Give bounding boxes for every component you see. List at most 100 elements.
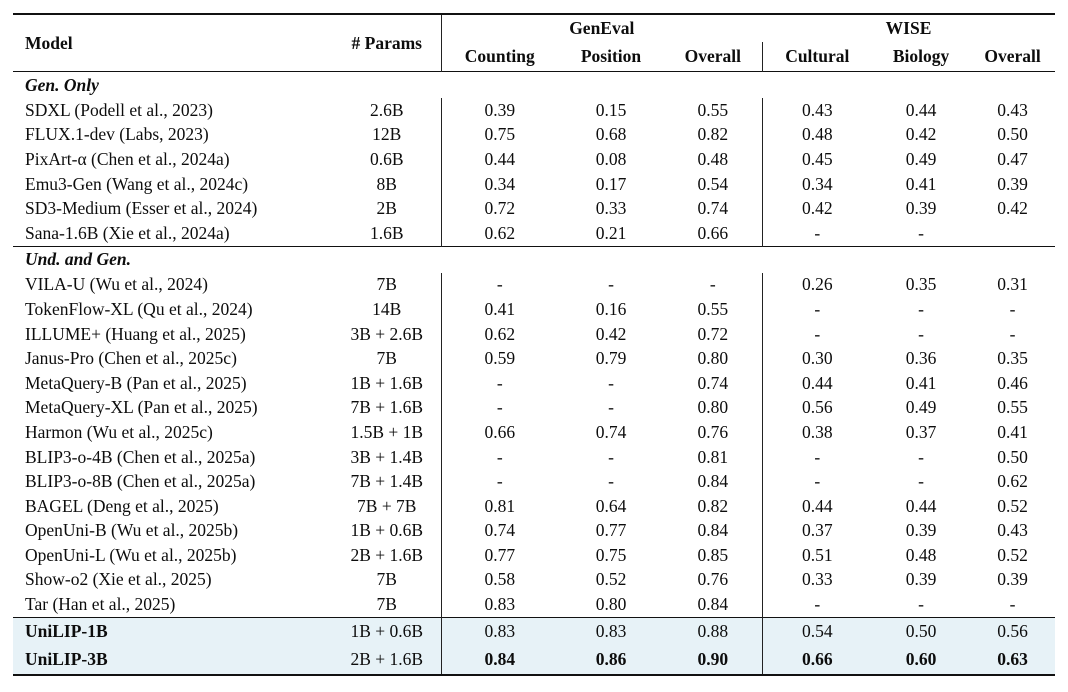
value-cell: 0.16 [595,298,627,319]
value-cell: 0.44 [801,495,833,516]
params-cell: 1.6B [333,220,442,247]
table-row: MetaQuery-B (Pan et al., 2025) 1B + 1.6B -… [13,370,1055,396]
column-header-geneval-overall: Overall [664,42,763,72]
value-cell: - [608,446,614,467]
value-cell: - [664,272,763,298]
table-row: BAGEL (Deng et al., 2025) 7B + 7B 0.81 0.64… [13,493,1055,519]
value-cell: 0.52 [997,495,1028,516]
value-cell: 0.44 [905,495,937,516]
model-cell: Janus-Pro (Chen et al., 2025c) [25,348,237,369]
params-cell: 2B [333,196,442,221]
model-cell: BLIP3-o-8B (Chen et al., 2025a) [25,471,256,492]
params-cell: 0.6B [333,147,442,172]
value-cell: 0.38 [801,421,833,442]
value-cell: 0.72 [484,198,516,219]
subheader-row: Counting Position Overall Cultural Biolo… [13,42,1055,72]
value-cell: - [814,323,821,344]
model-cell: Show-o2 (Xie et al., 2025) [25,569,212,590]
model-cell: OpenUni-L (Wu et al., 2025b) [25,544,237,565]
value-cell: 0.21 [595,222,627,243]
value-cell: 0.37 [801,520,833,541]
model-cell: UniLIP-1B [13,616,333,646]
value-cell: 0.62 [484,323,516,344]
value-cell: 0.41 [997,421,1028,442]
value-cell: 0.42 [595,323,627,344]
group-header-row: Model # Params GenEval WISE [13,14,1055,72]
table-row: SD3-Medium (Esser et al., 2024) 2B 0.72 0.3… [13,196,1055,221]
value-cell: 0.55 [997,397,1028,418]
value-cell: 0.76 [664,567,763,593]
params-cell: 7B + 1.4B [333,469,442,494]
value-cell: 0.15 [595,99,627,120]
params-cell: 3B + 1.4B [333,444,442,470]
value-cell: 0.68 [595,124,627,145]
table-header: Model # Params GenEval WISE Counting Pos… [13,14,1056,72]
params-cell: 14B [333,297,442,322]
table-body: Gen. Only SDXL (Podell et al., 2023) 2.6B 0… [13,72,1056,675]
highlight-row: UniLIP-3B 2B + 1.6B 0.84 0.86 0.90 0.66 0.60 0.… [13,645,1056,675]
value-cell: - [496,372,503,393]
model-cell: OpenUni-B (Wu et al., 2025b) [25,520,239,541]
params-cell: 7B [333,592,442,618]
value-cell: 0.81 [664,444,763,470]
value-cell: 0.83 [558,616,664,646]
section-header-row: Und. and Gen. [13,245,1056,273]
value-cell [970,221,1055,246]
value-cell: - [608,372,614,393]
value-cell: 0.30 [801,348,833,369]
value-cell: 0.34 [801,173,833,194]
value-cell: 0.08 [595,148,627,169]
model-cell: Sana-1.6B (Xie et al., 2024a) [25,222,230,243]
value-cell: 0.39 [997,569,1028,590]
params-cell: 7B + 7B [333,493,442,519]
params-cell: 7B + 1.6B [333,395,442,421]
value-cell: 0.66 [762,645,873,675]
value-cell: 0.41 [905,173,937,194]
model-cell: BLIP3-o-4B (Chen et al., 2025a) [25,446,256,467]
value-cell: 0.86 [558,645,664,675]
value-cell: 0.75 [484,124,516,145]
value-cell: - [608,471,614,492]
value-cell: 0.44 [484,148,516,169]
table-row: Harmon (Wu et al., 2025c) 1.5B + 1B 0.66 0.… [13,420,1055,445]
value-cell: 0.60 [872,645,971,675]
value-cell: 0.55 [664,297,763,322]
value-cell: - [814,471,821,492]
value-cell: 0.84 [664,592,763,618]
value-cell: 0.64 [595,495,627,516]
value-cell: 0.43 [997,520,1028,541]
value-cell: - [918,594,924,615]
params-cell: 1.5B + 1B [333,420,442,445]
table-row: Sana-1.6B (Xie et al., 2024a) 1.6B 0.62 0.2… [13,220,1055,247]
value-cell: - [1009,298,1016,319]
table-row: Janus-Pro (Chen et al., 2025c) 7B 0.59 0.79… [13,346,1055,371]
params-cell: 2B + 1.6B [333,645,442,675]
model-cell: FLUX.1-dev (Labs, 2023) [25,124,209,145]
value-cell: 0.42 [997,198,1028,219]
benchmark-table: Model # Params GenEval WISE Counting Pos… [13,13,1056,676]
value-cell: 0.35 [997,348,1028,369]
value-cell: 0.75 [595,544,627,565]
value-cell: 0.82 [664,122,763,148]
value-cell: 0.50 [872,616,971,646]
value-cell: 0.52 [997,544,1028,565]
value-cell: 0.62 [484,222,516,243]
model-cell: Harmon (Wu et al., 2025c) [25,421,213,442]
value-cell: 0.44 [801,372,833,393]
table-row: OpenUni-L (Wu et al., 2025b) 2B + 1.6B 0.7… [13,543,1055,568]
column-header-wise-overall: Overall [984,46,1041,66]
value-cell: - [496,446,503,467]
value-cell: 0.81 [484,495,516,516]
model-cell: BAGEL (Deng et al., 2025) [25,495,219,516]
value-cell: 0.79 [595,348,627,369]
value-cell: - [918,298,924,319]
value-cell: - [814,446,821,467]
value-cell: 0.74 [664,370,763,396]
table-row: BLIP3-o-4B (Chen et al., 2025a) 3B + 1.4B… [13,444,1055,470]
params-cell: 7B [333,272,442,298]
section-label: Gen. Only [25,74,99,95]
params-cell: 12B [333,122,442,148]
value-cell: 0.77 [484,544,516,565]
value-cell: - [496,274,503,295]
section-label: Und. and Gen. [13,245,1056,273]
